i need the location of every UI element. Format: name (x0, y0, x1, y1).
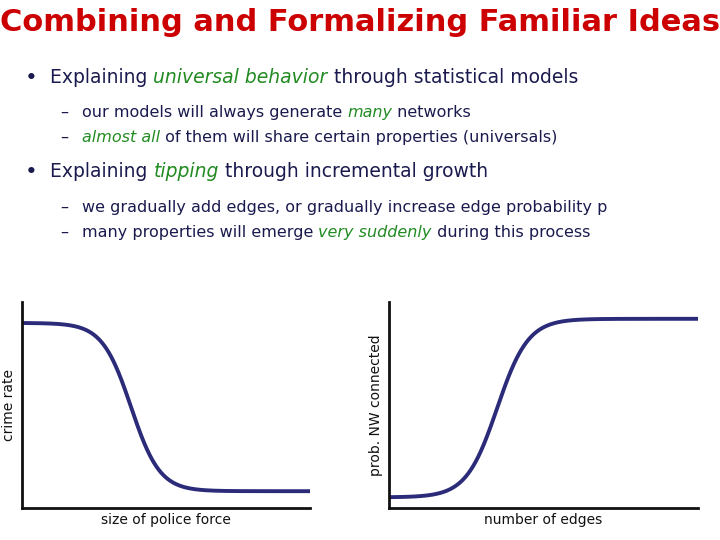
Y-axis label: crime rate: crime rate (2, 369, 16, 441)
Text: very suddenly: very suddenly (318, 225, 432, 240)
Text: through incremental growth: through incremental growth (219, 162, 488, 181)
Text: Explaining: Explaining (50, 162, 153, 181)
Text: we gradually add edges, or gradually increase edge probability p: we gradually add edges, or gradually inc… (82, 200, 608, 215)
Text: during this process: during this process (432, 225, 590, 240)
X-axis label: number of edges: number of edges (485, 513, 603, 527)
X-axis label: size of police force: size of police force (101, 513, 230, 527)
Text: networks: networks (392, 105, 471, 120)
Text: our models will always generate: our models will always generate (82, 105, 347, 120)
Text: –: – (60, 225, 68, 240)
Text: –: – (60, 130, 68, 145)
Text: through statistical models: through statistical models (328, 68, 578, 87)
Text: of them will share certain properties (universals): of them will share certain properties (u… (160, 130, 557, 145)
Text: tipping: tipping (153, 162, 219, 181)
Text: Explaining: Explaining (50, 68, 153, 87)
Text: –: – (60, 105, 68, 120)
Y-axis label: prob. NW connected: prob. NW connected (369, 334, 383, 476)
Text: almost all: almost all (82, 130, 160, 145)
Text: •: • (25, 68, 37, 88)
Text: •: • (25, 162, 37, 182)
Text: –: – (60, 200, 68, 215)
Text: universal behavior: universal behavior (153, 68, 328, 87)
Text: many properties will emerge: many properties will emerge (82, 225, 318, 240)
Text: Combining and Formalizing Familiar Ideas: Combining and Formalizing Familiar Ideas (0, 8, 720, 37)
Text: many: many (347, 105, 392, 120)
